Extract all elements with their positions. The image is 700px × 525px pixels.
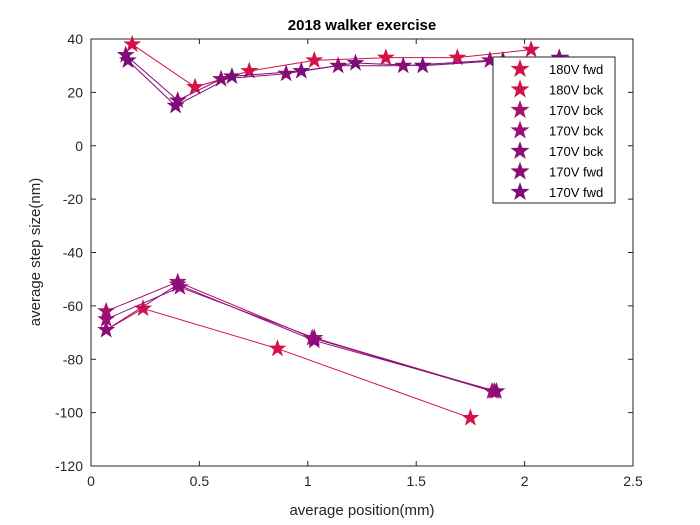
data-point [240,61,259,79]
legend-marker [510,100,530,119]
legend-marker [510,141,530,160]
data-point [222,66,241,84]
data-point [118,50,137,68]
legend-marker [510,79,530,98]
x-tick-label: 1.5 [406,473,426,489]
y-tick-label: 0 [75,138,83,154]
y-tick-label: -120 [55,458,83,474]
series-line [105,307,471,419]
legend-entry-label: 180V bck [549,83,604,98]
x-axis: 0 0.5 1 1.5 2 2.5 [87,39,643,489]
x-tick-label: 0.5 [190,473,210,489]
legend-entry-label: 170V fwd [549,165,603,180]
y-tick-label: -80 [63,351,83,367]
data-point [186,77,205,95]
legend-entry-label: 180V fwd [549,62,603,77]
data-point [292,61,311,79]
legend-marker [510,120,530,139]
legend-box [492,56,616,204]
data-point [305,50,324,68]
legend: 180V fwd 180V bck 170V bck 170V bck 170V bck… [492,56,616,204]
data-point [376,48,395,66]
legend-marker [510,182,530,201]
data-point [413,56,432,74]
x-tick-label: 1 [304,473,312,489]
y-tick-label: 20 [67,84,83,100]
y-tick-label: -60 [63,298,83,314]
y-tick-label: -40 [63,245,83,261]
data-point [522,40,541,58]
x-tick-label: 0 [87,473,95,489]
y-tick-label: 40 [67,31,83,47]
series-line [105,283,497,392]
x-axis-label: average position(mm) [289,502,434,519]
y-axis-label: average step size(nm) [27,178,44,326]
data-point [346,53,365,71]
x-tick-label: 2.5 [623,473,643,489]
legend-marker [510,161,530,180]
data-point [329,56,348,74]
data-point [448,48,467,66]
legend-marker [510,59,530,78]
data-point [168,275,187,293]
data-point [268,339,287,357]
legend-entry-label: 170V bck [549,144,604,159]
data-point [461,408,480,426]
data-point [166,96,185,114]
y-axis: -120 -100 -80 -60 -40 -20 0 20 40 [55,31,633,474]
x-tick-label: 2 [521,473,529,489]
y-tick-label: -100 [55,405,83,421]
data-point [277,64,296,82]
y-tick-label: -20 [63,191,83,207]
data-point [123,34,142,52]
data-point [97,320,116,338]
legend-entry-label: 170V bck [549,124,604,139]
series-line [127,59,568,107]
data-point [487,381,506,399]
legend-entry-label: 170V fwd [549,185,603,200]
legend-entry-label: 170V bck [549,103,604,118]
chart-title: 2018 walker exercise [288,17,436,34]
series-1 [123,34,541,95]
series-5 [97,275,506,399]
data-point [305,331,324,349]
